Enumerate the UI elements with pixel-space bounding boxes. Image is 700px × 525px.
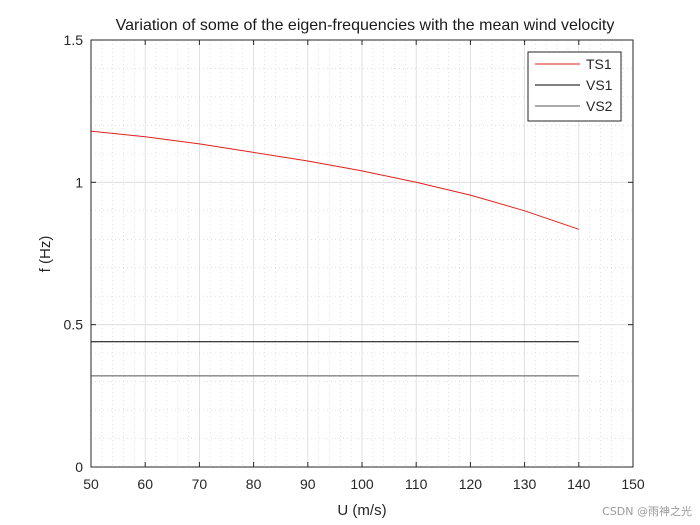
x-tick-label: 150	[621, 476, 645, 492]
x-tick-label: 50	[83, 476, 99, 492]
x-tick-label: 130	[513, 476, 537, 492]
x-tick-label: 100	[350, 476, 374, 492]
legend-label-vs2: VS2	[586, 98, 613, 114]
y-tick-label: 0.5	[64, 317, 84, 333]
watermark: CSDN @雨神之光	[602, 505, 692, 518]
x-tick-label: 110	[405, 476, 428, 492]
y-tick-label: 1	[75, 174, 83, 190]
legend-label-vs1: VS1	[586, 77, 613, 93]
y-tick-label: 1.5	[64, 32, 84, 48]
x-tick-label: 60	[137, 476, 153, 492]
x-tick-label: 140	[567, 476, 591, 492]
series-line-ts1	[90, 130, 579, 230]
y-axis-label: f (Hz)	[37, 236, 54, 273]
series-layer	[90, 130, 579, 377]
chart-title: Variation of some of the eigen-frequenci…	[116, 17, 615, 34]
y-tick-label: 0	[75, 459, 83, 475]
x-tick-label: 80	[246, 476, 262, 492]
x-tick-label: 120	[459, 476, 483, 492]
x-tick-label: 70	[192, 476, 208, 492]
x-tick-label: 90	[300, 476, 316, 492]
legend-label-ts1: TS1	[586, 56, 612, 72]
axis-ticks: 50 60 70 80 90 100 110 120 130 140 150 0 0.5 1 1.5	[64, 32, 645, 492]
legend[interactable]: TS1 VS1 VS2	[527, 51, 622, 122]
x-axis-label: U (m/s)	[337, 502, 386, 519]
